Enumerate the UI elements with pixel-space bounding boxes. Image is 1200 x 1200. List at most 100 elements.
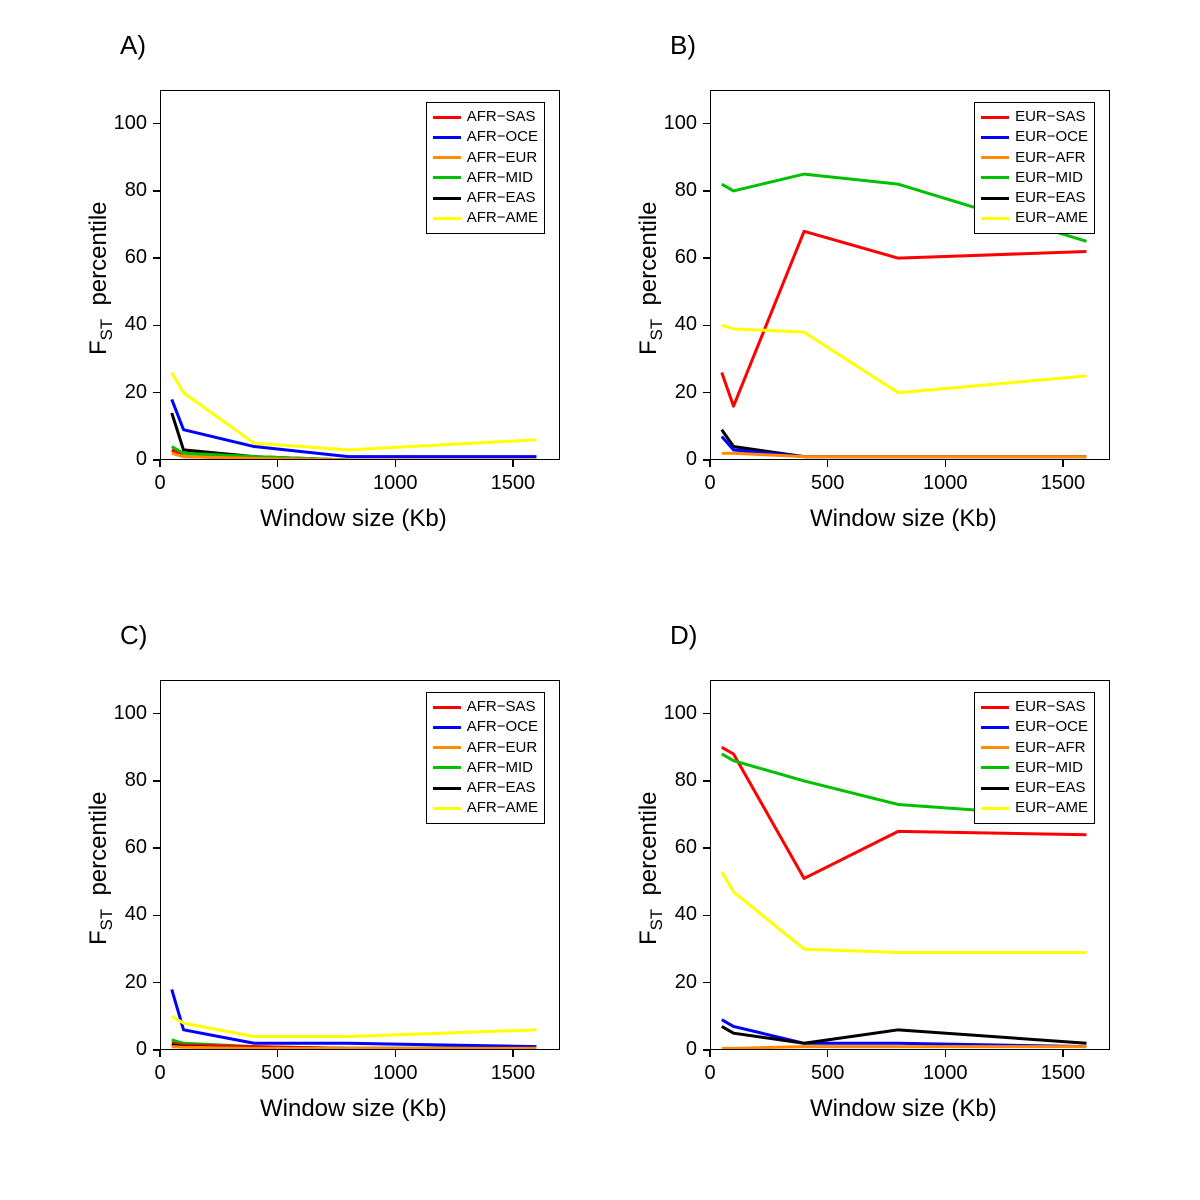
legend-item: AFR−OCE [433,717,538,737]
x-tick-label: 1500 [1033,472,1093,495]
series-line [722,872,1087,953]
x-tick-label: 1500 [483,472,543,495]
legend-item: EUR−EAS [981,778,1088,798]
legend-label: EUR−AFR [1015,148,1085,168]
series-lines [40,600,562,1052]
x-axis-label: Window size (Kb) [260,1095,447,1123]
legend-item: AFR−EAS [433,778,538,798]
legend-label: AFR−OCE [467,127,538,147]
legend-item: EUR−OCE [981,127,1088,147]
legend-label: EUR−MID [1015,758,1083,778]
legend-swatch [433,197,461,200]
legend-swatch [981,156,1009,159]
legend-label: EUR−AME [1015,208,1088,228]
legend-label: AFR−EAS [467,188,536,208]
legend-item: EUR−SAS [981,107,1088,127]
panel-B: B)020406080100050010001500FST percentile… [590,10,1130,580]
legend-label: AFR−EUR [467,148,537,168]
legend-label: EUR−OCE [1015,717,1088,737]
x-tick-label: 500 [248,1062,308,1085]
legend-item: EUR−AFR [981,738,1088,758]
legend-item: EUR−OCE [981,717,1088,737]
legend-label: EUR−AFR [1015,738,1085,758]
legend-swatch [981,766,1009,769]
x-tick-label: 0 [680,1062,740,1085]
legend-item: EUR−MID [981,168,1088,188]
legend-label: EUR−MID [1015,168,1083,188]
legend-swatch [981,136,1009,139]
figure-container: A)020406080100050010001500FST percentile… [0,0,1200,1200]
legend-item: AFR−EAS [433,188,538,208]
legend-item: AFR−MID [433,758,538,778]
x-axis-label: Window size (Kb) [260,505,447,533]
legend-label: EUR−SAS [1015,107,1085,127]
legend-item: EUR−AME [981,208,1088,228]
x-tick-label: 500 [798,1062,858,1085]
legend-swatch [433,116,461,119]
series-lines [40,10,562,462]
legend-item: AFR−EUR [433,738,538,758]
legend-label: AFR−EAS [467,778,536,798]
panel-C: C)020406080100050010001500FST percentile… [40,600,580,1170]
legend-label: EUR−SAS [1015,697,1085,717]
legend-swatch [981,176,1009,179]
series-line [722,325,1087,392]
series-line [172,989,537,1046]
legend-item: EUR−AME [981,798,1088,818]
x-tick-label: 1500 [483,1062,543,1085]
x-tick-label: 1000 [915,1062,975,1085]
panel-A: A)020406080100050010001500FST percentile… [40,10,580,580]
x-tick-label: 1000 [365,472,425,495]
series-lines [590,10,1112,462]
legend-swatch [433,787,461,790]
series-line [722,1047,1087,1049]
legend-item: EUR−EAS [981,188,1088,208]
series-line [722,1020,1087,1047]
panel-D: D)020406080100050010001500FST percentile… [590,600,1130,1170]
legend-swatch [981,217,1009,220]
x-tick-label: 500 [798,472,858,495]
legend: EUR−SASEUR−OCEEUR−AFREUR−MIDEUR−EASEUR−A… [974,102,1095,234]
legend-item: AFR−AME [433,798,538,818]
legend-swatch [981,807,1009,810]
legend-label: EUR−AME [1015,798,1088,818]
legend-swatch [981,746,1009,749]
legend-swatch [433,807,461,810]
x-tick-label: 0 [130,472,190,495]
legend-label: EUR−EAS [1015,778,1085,798]
x-tick-label: 0 [130,1062,190,1085]
x-tick-label: 1000 [365,1062,425,1085]
legend-swatch [433,136,461,139]
x-tick-label: 1500 [1033,1062,1093,1085]
legend-swatch [433,766,461,769]
series-line [172,373,537,450]
legend-item: AFR−MID [433,168,538,188]
series-line [172,1016,537,1036]
legend-swatch [981,116,1009,119]
legend-swatch [433,176,461,179]
legend-swatch [981,706,1009,709]
legend-swatch [433,726,461,729]
legend: AFR−SASAFR−OCEAFR−EURAFR−MIDAFR−EASAFR−A… [426,102,545,234]
x-axis-label: Window size (Kb) [810,1095,997,1123]
legend-label: EUR−EAS [1015,188,1085,208]
legend: AFR−SASAFR−OCEAFR−EURAFR−MIDAFR−EASAFR−A… [426,692,545,824]
legend-swatch [433,156,461,159]
legend-item: AFR−AME [433,208,538,228]
series-line [172,1047,537,1049]
legend-item: EUR−SAS [981,697,1088,717]
series-line [722,436,1087,456]
legend-label: AFR−EUR [467,738,537,758]
legend-swatch [433,746,461,749]
legend-swatch [981,197,1009,200]
legend-label: AFR−SAS [467,697,536,717]
x-tick-label: 500 [248,472,308,495]
legend-label: AFR−AME [467,208,538,228]
legend-label: AFR−AME [467,798,538,818]
series-line [722,1026,1087,1043]
series-lines [590,600,1112,1052]
legend-swatch [981,726,1009,729]
x-tick-label: 1000 [915,472,975,495]
legend-item: AFR−EUR [433,148,538,168]
legend-item: AFR−SAS [433,697,538,717]
